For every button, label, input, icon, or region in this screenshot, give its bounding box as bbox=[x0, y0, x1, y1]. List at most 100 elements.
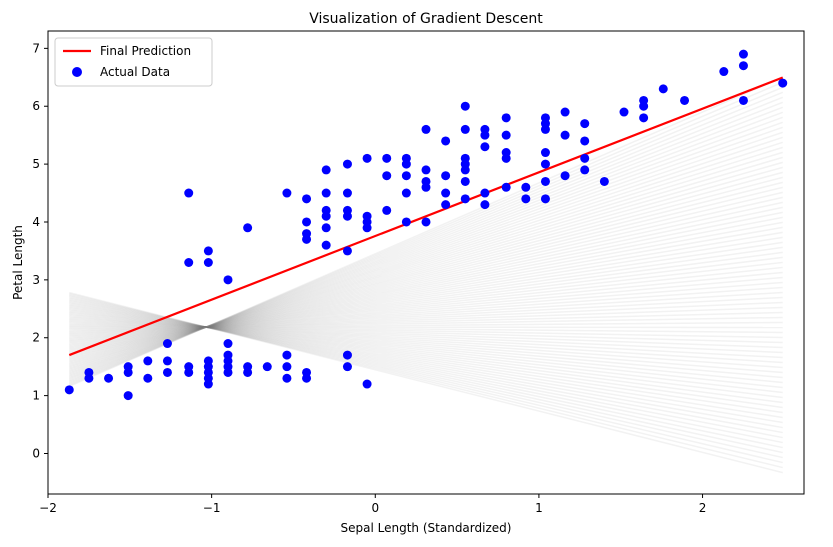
data-point bbox=[302, 367, 312, 377]
legend-actual-data-swatch bbox=[72, 67, 82, 77]
iteration-line bbox=[69, 293, 783, 469]
iteration-line bbox=[69, 301, 783, 334]
iteration-line bbox=[69, 314, 783, 379]
data-point bbox=[738, 49, 748, 59]
data-point bbox=[262, 362, 272, 372]
data-point bbox=[540, 148, 550, 158]
iteration-line bbox=[68, 86, 784, 385]
iteration-line bbox=[69, 291, 783, 474]
data-point bbox=[143, 373, 153, 383]
iteration-line bbox=[69, 116, 783, 378]
iteration-line bbox=[69, 166, 783, 366]
data-point bbox=[203, 246, 213, 256]
data-point bbox=[501, 182, 511, 192]
y-tick-label: 5 bbox=[32, 157, 40, 171]
legend: Final Prediction Actual Data bbox=[54, 37, 213, 87]
iteration-line bbox=[69, 156, 783, 369]
legend-box bbox=[54, 37, 213, 87]
data-point bbox=[421, 124, 431, 134]
scatter-points bbox=[64, 49, 788, 401]
data-point bbox=[362, 153, 372, 163]
data-point bbox=[441, 188, 451, 198]
data-point bbox=[362, 211, 372, 221]
data-point bbox=[480, 188, 490, 198]
iteration-line bbox=[69, 241, 783, 348]
iteration-line bbox=[69, 191, 783, 360]
data-point bbox=[362, 379, 372, 389]
data-point bbox=[560, 171, 570, 181]
data-point bbox=[540, 194, 550, 204]
iteration-line bbox=[69, 201, 783, 358]
iteration-line bbox=[69, 310, 783, 394]
iteration-line bbox=[69, 126, 783, 376]
data-point bbox=[342, 205, 352, 215]
iteration-line bbox=[68, 96, 784, 383]
x-tick-label: −1 bbox=[203, 501, 221, 515]
data-point bbox=[401, 188, 411, 198]
data-point bbox=[302, 229, 312, 239]
data-point bbox=[599, 176, 609, 186]
data-point bbox=[123, 391, 133, 401]
axes-frame bbox=[47, 30, 805, 495]
iteration-line bbox=[69, 111, 783, 379]
data-point bbox=[441, 200, 451, 210]
iteration-line bbox=[69, 300, 783, 439]
data-point bbox=[382, 171, 392, 181]
iteration-line bbox=[68, 76, 784, 388]
data-point bbox=[123, 362, 133, 372]
iteration-line bbox=[69, 320, 783, 354]
iteration-lines bbox=[68, 76, 784, 474]
data-point bbox=[521, 194, 531, 204]
data-point bbox=[639, 113, 649, 123]
data-point bbox=[302, 217, 312, 227]
data-point bbox=[560, 107, 570, 117]
iteration-line bbox=[69, 246, 783, 347]
iteration-line bbox=[69, 171, 783, 365]
data-point bbox=[460, 153, 470, 163]
data-point bbox=[501, 130, 511, 140]
iteration-line bbox=[69, 266, 783, 342]
data-point bbox=[321, 205, 331, 215]
y-tick-label: 7 bbox=[32, 41, 40, 55]
data-point bbox=[342, 362, 352, 372]
data-point bbox=[302, 194, 312, 204]
data-point bbox=[560, 130, 570, 140]
data-point bbox=[738, 95, 748, 105]
data-point bbox=[460, 176, 470, 186]
iteration-line bbox=[69, 176, 783, 364]
iteration-line bbox=[69, 251, 783, 346]
iteration-line bbox=[69, 161, 783, 367]
data-point bbox=[501, 148, 511, 158]
data-point bbox=[421, 176, 431, 186]
data-point bbox=[162, 367, 172, 377]
iteration-line bbox=[69, 311, 783, 332]
chart-title: Visualization of Gradient Descent bbox=[309, 11, 543, 27]
iteration-line bbox=[69, 296, 783, 454]
data-point bbox=[162, 339, 172, 349]
data-point bbox=[342, 350, 352, 360]
legend-final-prediction-label: Final Prediction bbox=[100, 44, 191, 58]
iteration-line bbox=[69, 291, 783, 337]
iteration-line bbox=[69, 298, 783, 444]
iteration-line bbox=[69, 261, 783, 344]
legend-actual-data-label: Actual Data bbox=[100, 65, 170, 79]
data-point bbox=[521, 182, 531, 192]
data-point bbox=[143, 356, 153, 366]
iteration-line bbox=[69, 301, 783, 434]
data-point bbox=[580, 165, 590, 175]
data-point bbox=[342, 159, 352, 169]
y-tick-label: 3 bbox=[32, 273, 40, 287]
data-point bbox=[342, 246, 352, 256]
data-point bbox=[480, 142, 490, 152]
data-point bbox=[64, 385, 74, 395]
data-point bbox=[282, 362, 292, 372]
data-point bbox=[382, 205, 392, 215]
data-point bbox=[480, 200, 490, 210]
data-point bbox=[282, 373, 292, 383]
data-point bbox=[84, 367, 94, 377]
data-point bbox=[540, 113, 550, 123]
data-point bbox=[540, 176, 550, 186]
data-point bbox=[243, 223, 253, 233]
iteration-line bbox=[69, 206, 783, 357]
